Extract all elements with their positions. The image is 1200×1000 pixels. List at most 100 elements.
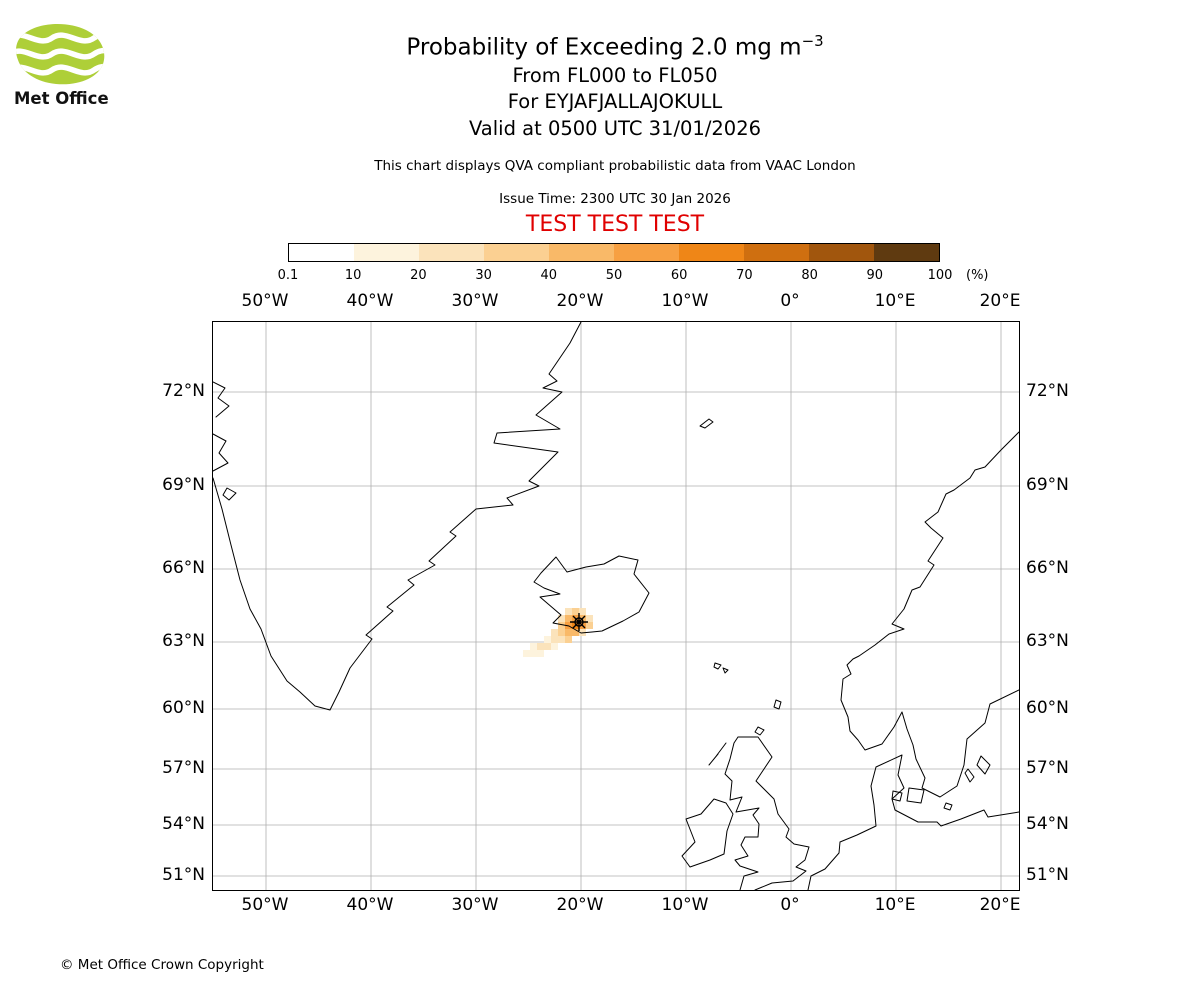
ash-probability-cell — [544, 636, 551, 643]
ash-probability-cell — [565, 636, 572, 643]
met-office-logo: Met Office — [14, 22, 124, 108]
islands-faroe — [713, 662, 729, 674]
colorbar-tick-label: 100 — [927, 268, 953, 283]
ash-probability-cell — [537, 650, 544, 657]
lat-label-right: 66°N — [1026, 558, 1069, 578]
copyright-notice: © Met Office Crown Copyright — [60, 957, 264, 973]
colorbar-segment-4 — [484, 244, 549, 261]
lat-label-right: 57°N — [1026, 758, 1069, 778]
colorbar-tick-labels: 0.1 10 20 30 40 50 60 70 80 90 100 — [278, 268, 953, 286]
coastline-ireland — [681, 798, 734, 868]
lat-label-right: 51°N — [1026, 865, 1069, 885]
island-jan-mayen — [699, 418, 714, 429]
ash-probability-cell — [565, 629, 572, 636]
ash-probability-cell — [530, 650, 537, 657]
ash-probability-cell — [586, 615, 593, 622]
ash-probability-cell — [537, 643, 544, 650]
valid-time-line: Valid at 0500 UTC 31/01/2026 — [468, 116, 762, 140]
colorbar-segment-6 — [614, 244, 679, 261]
volcano-marker — [570, 613, 588, 631]
ash-probability-cell — [558, 622, 565, 629]
lon-label-bottom: 50°W — [241, 895, 289, 915]
coastline-great-britain — [724, 736, 810, 890]
lon-label-top: 50°W — [241, 291, 289, 311]
colorbar-tick-label: 50 — [605, 268, 623, 283]
colorbar-segment-7 — [679, 244, 744, 261]
ash-probability-cell — [523, 650, 530, 657]
colorbar-tick-label: 20 — [410, 268, 427, 283]
colorbar-tick-label: 90 — [866, 268, 884, 283]
ash-probability-cell — [579, 608, 586, 615]
lon-label-top: 0° — [780, 291, 800, 311]
lat-label-right: 72°N — [1026, 381, 1069, 401]
lon-label-top: 40°W — [346, 291, 394, 311]
grid-lines — [213, 322, 1019, 890]
lat-label-right: 54°N — [1026, 814, 1069, 834]
lon-label-top: 20°W — [556, 291, 604, 311]
lon-label-bottom: 30°W — [451, 895, 499, 915]
lon-label-top: 30°W — [451, 291, 499, 311]
lat-label-right: 63°N — [1026, 631, 1069, 651]
lon-label-top: 10°E — [874, 291, 916, 311]
colorbar-segment-8 — [744, 244, 809, 261]
lat-label-left: 51°N — [162, 865, 205, 885]
lon-label-bottom: 40°W — [346, 895, 394, 915]
islands-scotland — [708, 699, 782, 766]
lon-label-bottom: 10°W — [661, 895, 709, 915]
colorbar-tick-label: 0.1 — [277, 268, 299, 283]
ash-probability-cell — [572, 608, 579, 615]
issue-time: Issue Time: 2300 UTC 30 Jan 2026 — [499, 191, 731, 207]
chart-title-exponent: −3 — [801, 32, 824, 50]
qva-description: This chart displays QVA compliant probab… — [374, 158, 856, 174]
colorbar-unit: (%) — [966, 268, 989, 283]
map-frame — [212, 321, 1020, 891]
ash-probability-cell — [551, 643, 558, 650]
lat-label-left: 60°N — [162, 698, 205, 718]
colorbar-tick-label: 10 — [344, 268, 362, 283]
coastline-norway-sweden — [840, 431, 1019, 798]
chart-header: Probability of Exceeding 2.0 mg m−3 From… — [15, 26, 1200, 142]
ash-probability-cell — [586, 622, 593, 629]
lat-label-left: 69°N — [162, 475, 205, 495]
met-office-wordmark: Met Office — [14, 89, 109, 108]
colorbar-segment-5 — [549, 244, 614, 261]
lon-label-bottom: 10°E — [874, 895, 916, 915]
test-banner: TEST TEST TEST — [525, 212, 705, 237]
lon-label-bottom: 20°W — [556, 895, 604, 915]
colorbar-segment-9 — [809, 244, 874, 261]
lat-label-left: 54°N — [162, 814, 205, 834]
lat-label-left: 66°N — [162, 558, 205, 578]
colorbar-tick-label: 80 — [801, 268, 818, 283]
ash-probability-cell — [558, 629, 565, 636]
ash-probability-cell — [565, 615, 572, 622]
lat-label-right: 69°N — [1026, 475, 1069, 495]
probability-colorbar — [288, 243, 940, 262]
lat-label-left: 72°N — [162, 381, 205, 401]
volcano-name-line: For EYJAFJALLAJOKULL — [507, 90, 723, 114]
colorbar-tick-label: 40 — [540, 268, 558, 283]
lat-label-right: 60°N — [1026, 698, 1069, 718]
lon-label-bottom: 20°E — [979, 895, 1021, 915]
lat-label-left: 57°N — [162, 758, 205, 778]
map-canvas — [213, 322, 1019, 890]
colorbar-tick-label: 70 — [736, 268, 753, 283]
ash-probability-cell — [572, 629, 579, 636]
colorbar-segment-10 — [874, 244, 939, 261]
ash-probability-cell — [530, 643, 537, 650]
coastlines — [213, 322, 1019, 890]
islands-baltic — [891, 755, 991, 811]
ash-probability-cell — [565, 608, 572, 615]
colorbar-tick-label: 30 — [475, 268, 492, 283]
lon-label-top: 10°W — [661, 291, 709, 311]
coastline-iceland — [533, 555, 650, 634]
ash-probability-cell — [544, 643, 551, 650]
lon-label-top: 20°E — [979, 291, 1021, 311]
lat-label-left: 63°N — [162, 631, 205, 651]
logo-wave-lines — [16, 31, 105, 76]
coastline-greenland — [213, 322, 582, 711]
colorbar-tick-label: 60 — [670, 268, 688, 283]
lon-label-bottom: 0° — [780, 895, 800, 915]
flight-level-range: From FL000 to FL050 — [512, 63, 718, 87]
chart-title-text: Probability of Exceeding 2.0 mg m — [406, 34, 802, 61]
